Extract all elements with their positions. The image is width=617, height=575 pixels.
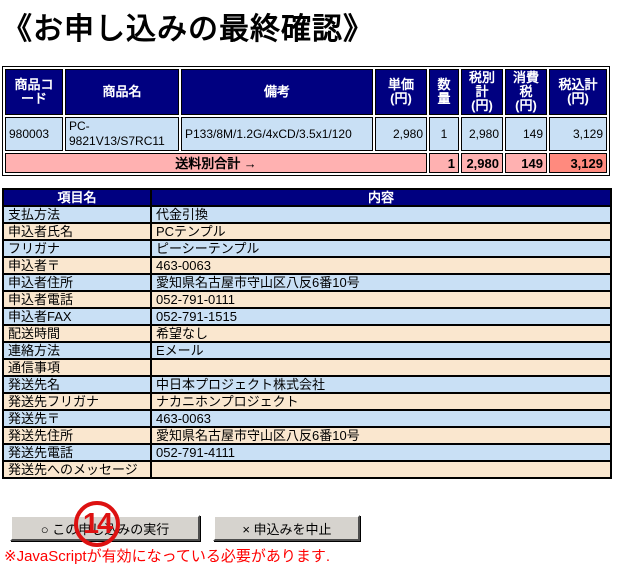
detail-label: 申込者FAX	[2, 307, 152, 326]
detail-value: 052-791-4111	[150, 443, 612, 462]
cancel-order-button[interactable]: × 申込みを中止	[213, 515, 361, 541]
detail-row-shipping-furigana: 発送先フリガナ ナカニホンプロジェクト	[2, 392, 612, 411]
detail-value: Eメール	[150, 341, 612, 360]
col-header-unit-price: 単価 (円)	[375, 69, 427, 115]
total-quantity: 1	[429, 153, 459, 173]
javascript-required-note: ※JavaScriptが有効になっている必要があります.	[4, 548, 331, 565]
detail-value: 中日本プロジェクト株式会社	[150, 375, 612, 394]
detail-label: 発送先名	[2, 375, 152, 394]
detail-row-furigana: フリガナ ピーシーテンプル	[2, 239, 612, 258]
total-label: 送料別合計 →	[5, 153, 427, 173]
item-consumption-tax: 149	[505, 117, 547, 151]
detail-label: 発送先フリガナ	[2, 392, 152, 411]
total-grand-total: 3,129	[549, 153, 607, 173]
detail-value: 希望なし	[150, 324, 612, 343]
total-subtotal-ex-tax: 2,980	[461, 153, 503, 173]
col-header-product-name: 商品名	[65, 69, 179, 115]
item-quantity: 1	[429, 117, 459, 151]
detail-label: 申込者氏名	[2, 222, 152, 241]
detail-row-shipping-address: 発送先住所 愛知県名古屋市守山区八反6番10号	[2, 426, 612, 445]
detail-row-communication-notes: 通信事項	[2, 358, 612, 377]
detail-label: 申込者〒	[2, 256, 152, 275]
detail-value: 052-791-1515	[150, 307, 612, 326]
detail-label: 発送先住所	[2, 426, 152, 445]
detail-value: 052-791-0111	[150, 290, 612, 309]
col-header-consumption-tax: 消費税 (円)	[505, 69, 547, 115]
circle-icon: ○	[40, 521, 49, 537]
col-header-product-code: 商品コ ード	[5, 69, 63, 115]
detail-label: 通信事項	[2, 358, 152, 377]
detail-label: 発送先へのメッセージ	[2, 460, 152, 479]
detail-label: 発送先電話	[2, 443, 152, 462]
item-total-inc-tax: 3,129	[549, 117, 607, 151]
submit-order-button[interactable]: ○ この申し込みの実行	[10, 515, 200, 541]
col-header-subtotal-ex-tax: 税別計 (円)	[461, 69, 503, 115]
detail-value: 463-0063	[150, 256, 612, 275]
item-product-code: 980003	[5, 117, 63, 151]
detail-value: 愛知県名古屋市守山区八反6番10号	[150, 426, 612, 445]
detail-row-applicant-name: 申込者氏名 PCテンプル	[2, 222, 612, 241]
col-header-item-name: 項目名	[2, 188, 152, 207]
page-title: 《お申し込みの最終確認》	[2, 13, 374, 46]
col-header-total-inc-tax: 税込計 (円)	[549, 69, 607, 115]
total-consumption-tax: 149	[505, 153, 547, 173]
detail-row-applicant-postal: 申込者〒 463-0063	[2, 256, 612, 275]
item-remarks: P133/8M/1.2G/4xCD/3.5x1/120	[181, 117, 373, 151]
detail-row-shipping-phone: 発送先電話 052-791-4111	[2, 443, 612, 462]
col-header-content: 内容	[150, 188, 612, 207]
detail-label: 配送時間	[2, 324, 152, 343]
application-details-table: 項目名 内容 支払方法 代金引換 申込者氏名 PCテンプル フリガナ ピーシーテ…	[2, 188, 612, 479]
button-bar: ○ この申し込みの実行 × 申込みを中止	[10, 515, 361, 541]
detail-row-payment-method: 支払方法 代金引換	[2, 205, 612, 224]
detail-value: PCテンプル	[150, 222, 612, 241]
item-unit-price: 2,980	[375, 117, 427, 151]
col-header-quantity: 数 量	[429, 69, 459, 115]
order-summary-table: 商品コ ード 商品名 備考 単価 (円) 数 量 税別計 (円) 消費税 (円)…	[2, 66, 610, 176]
detail-value	[150, 460, 612, 479]
cancel-button-label: 申込みを中止	[253, 521, 332, 537]
detail-value: 愛知県名古屋市守山区八反6番10号	[150, 273, 612, 292]
x-icon: ×	[242, 521, 250, 537]
order-total-row: 送料別合計 → 1 2,980 149 3,129	[5, 153, 607, 173]
detail-row-shipping-message: 発送先へのメッセージ	[2, 460, 612, 479]
item-subtotal-ex-tax: 2,980	[461, 117, 503, 151]
details-header-row: 項目名 内容	[2, 188, 612, 207]
detail-row-applicant-phone: 申込者電話 052-791-0111	[2, 290, 612, 309]
detail-label: 支払方法	[2, 205, 152, 224]
detail-value: ナカニホンプロジェクト	[150, 392, 612, 411]
detail-label: 申込者電話	[2, 290, 152, 309]
detail-value: 代金引換	[150, 205, 612, 224]
detail-row-applicant-address: 申込者住所 愛知県名古屋市守山区八反6番10号	[2, 273, 612, 292]
detail-value	[150, 358, 612, 377]
detail-label: 発送先〒	[2, 409, 152, 428]
detail-value: 463-0063	[150, 409, 612, 428]
detail-value: ピーシーテンプル	[150, 239, 612, 258]
order-item-row: 980003 PC-9821V13/S7RC11 P133/8M/1.2G/4x…	[5, 117, 607, 151]
detail-row-applicant-fax: 申込者FAX 052-791-1515	[2, 307, 612, 326]
detail-row-shipping-postal: 発送先〒 463-0063	[2, 409, 612, 428]
col-header-remarks: 備考	[181, 69, 373, 115]
detail-row-shipping-name: 発送先名 中日本プロジェクト株式会社	[2, 375, 612, 394]
detail-label: 申込者住所	[2, 273, 152, 292]
detail-row-contact-method: 連絡方法 Eメール	[2, 341, 612, 360]
order-table-header-row: 商品コ ード 商品名 備考 単価 (円) 数 量 税別計 (円) 消費税 (円)…	[5, 69, 607, 115]
detail-label: 連絡方法	[2, 341, 152, 360]
item-product-name: PC-9821V13/S7RC11	[65, 117, 179, 151]
detail-row-delivery-time: 配送時間 希望なし	[2, 324, 612, 343]
detail-label: フリガナ	[2, 239, 152, 258]
submit-button-label: この申し込みの実行	[52, 521, 170, 537]
